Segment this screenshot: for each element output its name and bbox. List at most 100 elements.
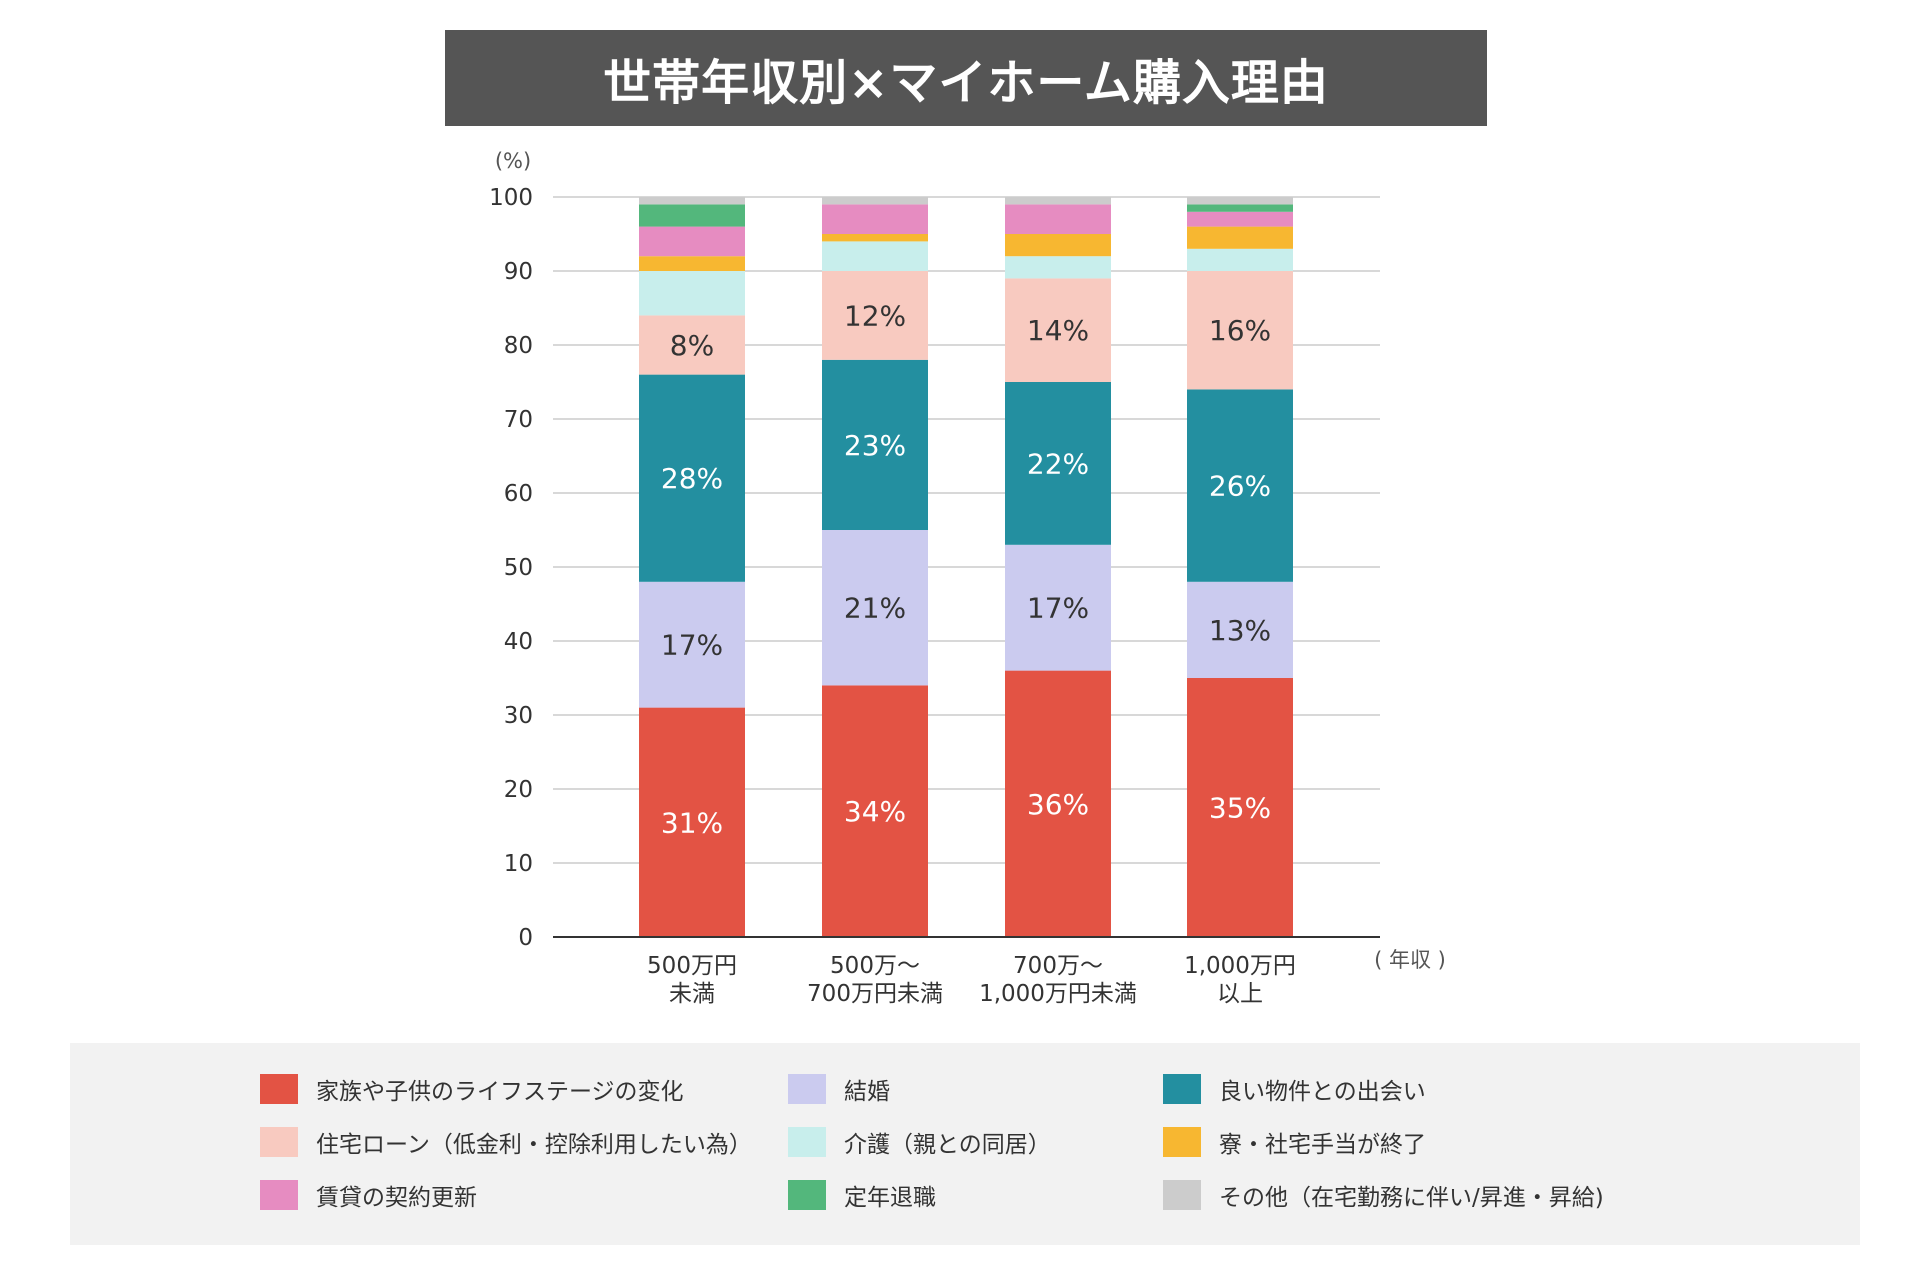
x-tick-label: 未満	[669, 981, 715, 1007]
y-tick-label: 90	[504, 259, 533, 285]
data-label: 23%	[844, 429, 906, 462]
y-tick-label: 70	[504, 407, 533, 433]
data-label: 17%	[661, 629, 723, 662]
bar-segment	[639, 204, 745, 227]
bar-segment	[639, 271, 745, 316]
bar-segment	[1187, 204, 1293, 212]
legend-item-retirement: 定年退職	[788, 1177, 1163, 1213]
y-axis-label: (%)	[495, 149, 531, 173]
legend-item-mortgage: 住宅ローン（低金利・控除利用したい為）	[260, 1124, 788, 1160]
bar-segment	[822, 530, 928, 686]
legend-item-nursing-care: 介護（親との同居）	[788, 1124, 1163, 1160]
bar-segment	[822, 197, 928, 205]
legend-item-marriage: 結婚	[788, 1071, 1163, 1107]
data-label: 16%	[1209, 314, 1271, 347]
bar-segment	[822, 234, 928, 242]
x-tick-label: 1,000万円未満	[979, 981, 1137, 1007]
data-label: 28%	[661, 462, 723, 495]
data-label: 12%	[844, 299, 906, 332]
x-axis-label: ( 年収 )	[1374, 948, 1446, 972]
y-tick-label: 10	[504, 851, 533, 877]
bar-segment	[1005, 278, 1111, 382]
bar-segment	[639, 256, 745, 271]
y-tick-label: 30	[504, 703, 533, 729]
data-label: 14%	[1027, 314, 1089, 347]
data-label: 31%	[661, 806, 723, 839]
chart-title-banner: 世帯年収別×マイホーム購入理由	[445, 30, 1487, 126]
bar-segment	[639, 374, 745, 582]
y-tick-label: 40	[504, 629, 533, 655]
legend-label: 定年退職	[844, 1185, 936, 1211]
data-label: 8%	[670, 329, 714, 362]
x-tick-label: 500万円	[647, 953, 737, 979]
bar-segment	[822, 241, 928, 271]
bar-segment	[1187, 248, 1293, 271]
bar-segment	[822, 271, 928, 360]
bar-segment	[822, 685, 928, 937]
x-tick-label: 以上	[1217, 981, 1263, 1007]
legend-label: 家族や子供のライフステージの変化	[316, 1079, 684, 1105]
data-label: 13%	[1209, 614, 1271, 647]
bar-segment	[1005, 197, 1111, 205]
legend-swatch	[788, 1127, 826, 1157]
bar-segment	[1187, 226, 1293, 249]
data-label: 26%	[1209, 470, 1271, 503]
legend-swatch	[260, 1074, 298, 1104]
bar-segment	[1005, 382, 1111, 545]
bar-segment	[639, 315, 745, 375]
bar-segment	[1187, 678, 1293, 937]
bar-segment	[1187, 271, 1293, 390]
x-tick-label: 500万〜	[830, 953, 920, 979]
data-label: 17%	[1027, 592, 1089, 625]
data-label: 21%	[844, 592, 906, 625]
data-label: 36%	[1027, 788, 1089, 821]
legend-swatch	[1163, 1127, 1201, 1157]
bar-segment	[639, 707, 745, 937]
y-tick-label: 50	[504, 555, 533, 581]
legend-item-other: その他（在宅勤務に伴い/昇進・昇給)	[1163, 1177, 1683, 1213]
bar-segment	[639, 197, 745, 205]
y-tick-label: 100	[489, 185, 533, 211]
y-tick-label: 20	[504, 777, 533, 803]
bar-segment	[1187, 581, 1293, 678]
bar-segment	[1005, 544, 1111, 671]
bar-segment	[1187, 211, 1293, 227]
legend-label: 賃貸の契約更新	[316, 1185, 477, 1211]
stacked-bar-chart: 0 10 20 30 40 50 60 70 80 90 100 (%) 31% 17% 28% 8% 34% 2…	[489, 149, 1446, 1007]
bar-segment	[1005, 204, 1111, 234]
legend-item-good-property: 良い物件との出会い	[1163, 1071, 1683, 1107]
legend-swatch	[788, 1180, 826, 1210]
legend-swatch	[1163, 1180, 1201, 1210]
x-tick-label: 700万円未満	[807, 981, 943, 1007]
legend-label: 介護（親との同居）	[844, 1132, 1051, 1158]
legend-label: 寮・社宅手当が終了	[1219, 1132, 1426, 1158]
y-tick-label: 80	[504, 333, 533, 359]
legend-swatch	[260, 1180, 298, 1210]
data-label: 35%	[1209, 792, 1271, 825]
y-tick-label: 60	[504, 481, 533, 507]
bar-segment	[639, 581, 745, 708]
legend-swatch	[1163, 1074, 1201, 1104]
legend-swatch	[788, 1074, 826, 1104]
chart-title: 世帯年収別×マイホーム購入理由	[603, 55, 1329, 111]
legend-label: 結婚	[844, 1079, 890, 1105]
bar-segment	[1005, 670, 1111, 937]
legend-grid: 家族や子供のライフステージの変化 結婚 良い物件との出会い 住宅ローン（低金利・…	[260, 1071, 1683, 1213]
legend-label: 住宅ローン（低金利・控除利用したい為）	[316, 1132, 752, 1158]
bar-segment	[1187, 197, 1293, 205]
legend-label: その他（在宅勤務に伴い/昇進・昇給)	[1219, 1185, 1604, 1211]
legend-label: 良い物件との出会い	[1219, 1079, 1426, 1105]
bar-segment	[1005, 256, 1111, 279]
bar-segment	[1187, 389, 1293, 582]
x-tick-label: 700万〜	[1013, 953, 1103, 979]
legend: 家族や子供のライフステージの変化 結婚 良い物件との出会い 住宅ローン（低金利・…	[70, 1043, 1860, 1245]
legend-item-dorm-ended: 寮・社宅手当が終了	[1163, 1124, 1683, 1160]
bar-segment	[639, 226, 745, 257]
legend-item-lease-renewal: 賃貸の契約更新	[260, 1177, 788, 1213]
bar-segment	[1005, 234, 1111, 257]
data-label: 22%	[1027, 447, 1089, 480]
legend-swatch	[260, 1127, 298, 1157]
bar-segment	[822, 204, 928, 234]
x-tick-label: 1,000万円	[1184, 953, 1296, 979]
legend-item-life-stage: 家族や子供のライフステージの変化	[260, 1071, 788, 1107]
